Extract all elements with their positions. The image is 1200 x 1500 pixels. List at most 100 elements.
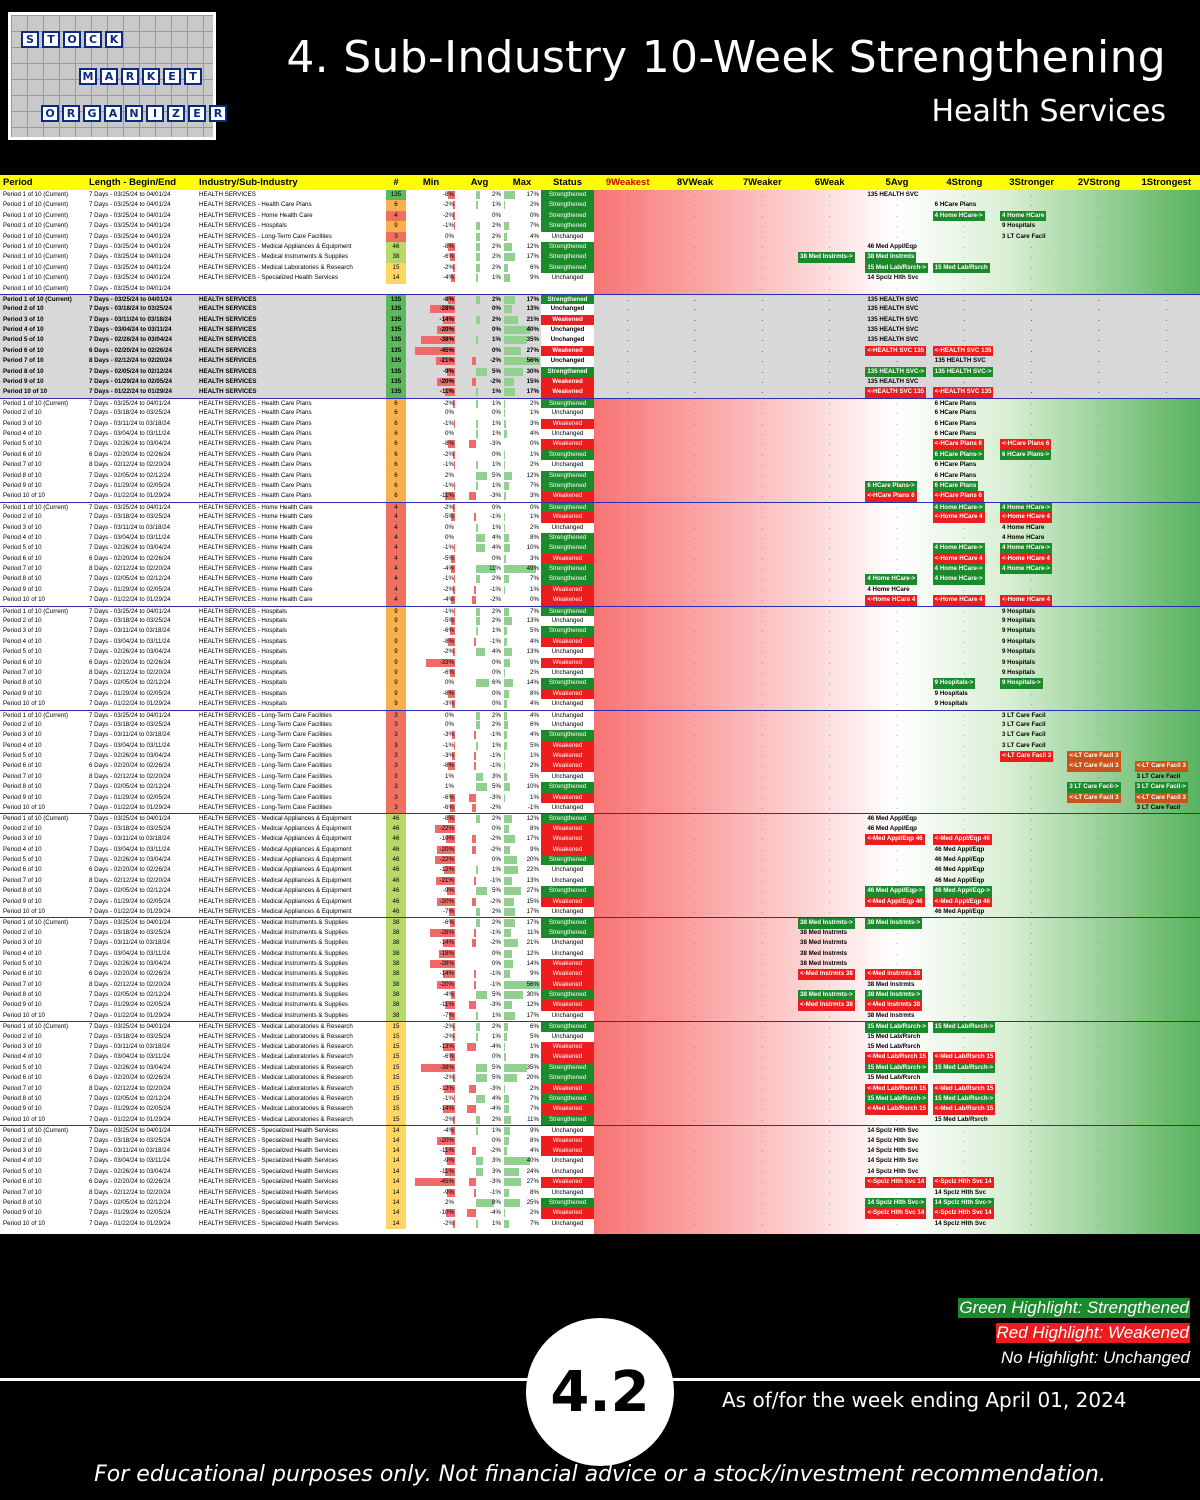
period-cell: Period 6 of 10	[3, 762, 42, 770]
min-cell: -9%	[406, 1187, 456, 1198]
empty-marker: .	[1030, 419, 1033, 427]
max-value: 56%	[526, 357, 539, 365]
avg-bar	[476, 523, 479, 532]
table-row: Period 7 of 10 8 Days - 02/12/24 to 02/20…	[0, 875, 1200, 887]
strength-label: 3 LT Care Facil	[1002, 741, 1046, 749]
min-cell: 0%	[406, 231, 456, 242]
period-cell: Period 9 of 10	[3, 585, 42, 593]
strength-label: <-LT Care Facil 3	[1067, 751, 1121, 762]
avg-cell: 2%	[456, 252, 503, 262]
length-cell: 7 Days - 02/26/24 to 03/04/24	[89, 856, 171, 863]
max-value: 15%	[526, 378, 539, 386]
table-row: Period 1 of 10 (Current) 7 Days - 03/25/2…	[0, 210, 1200, 222]
industry-cell: HEALTH SERVICES - Medical Instruments & …	[199, 1001, 349, 1009]
min-cell: -11%	[406, 1166, 456, 1178]
avg-cell: 1%	[456, 481, 503, 491]
empty-marker: .	[896, 731, 898, 739]
empty-marker: .	[626, 201, 629, 209]
empty-marker: .	[761, 554, 764, 562]
empty-marker: .	[761, 585, 764, 593]
table-row: Period 9 of 10 7 Days - 01/29/24 to 02/05…	[0, 1104, 1200, 1115]
length-cell: 7 Days - 02/05/24 to 02/12/24	[89, 471, 171, 479]
strength-label: 14 Spclz Hlth Svc	[867, 1167, 919, 1175]
min-value: -8%	[442, 815, 454, 823]
industry-cell: HEALTH SERVICES - Specialized Health Ser…	[199, 1167, 339, 1175]
industry-cell	[199, 284, 384, 294]
min-value: -13%	[439, 1043, 454, 1051]
max-value: 49%	[526, 565, 539, 573]
min-value: -33%	[439, 658, 454, 666]
column-header: 6Weak	[814, 177, 845, 188]
min-value: -2%	[442, 1074, 454, 1082]
avg-cell: 1%	[456, 387, 503, 397]
legend-strengthened: Green Highlight: Strengthened	[958, 1298, 1190, 1318]
empty-marker: .	[896, 1219, 898, 1227]
max-value: 15%	[526, 897, 539, 905]
strength-label: 6 HCare Plans	[934, 429, 977, 437]
min-value: -45%	[439, 346, 454, 354]
avg-value: -2%	[489, 596, 501, 604]
table-row: Period 2 of 10 7 Days - 03/18/24 to 03/25…	[0, 616, 1200, 627]
max-bar	[504, 1209, 506, 1218]
strength-label: 46 Med Appl/Eqp->	[865, 886, 925, 897]
empty-marker: .	[1165, 305, 1168, 313]
avg-cell: 0%	[456, 668, 503, 678]
max-bar	[504, 856, 517, 864]
min-cell: -4%	[406, 990, 456, 1001]
min-cell: 2%	[406, 1197, 456, 1209]
min-value: -38%	[439, 336, 454, 344]
min-value: -8%	[442, 762, 454, 770]
empty-marker: .	[963, 752, 966, 760]
avg-bar	[476, 648, 485, 657]
industry-cell: HEALTH SERVICES - Medical Appliances & E…	[199, 866, 352, 874]
empty-marker: .	[694, 242, 696, 250]
period-cell: Period 7 of 10	[3, 668, 42, 676]
empty-marker: .	[1030, 1043, 1033, 1051]
min-cell: -20%	[406, 377, 456, 387]
table-row: Period 9 of 10 7 Days - 01/29/24 to 02/05…	[0, 688, 1200, 700]
avg-cell: 0%	[456, 658, 503, 668]
min-value: -1%	[442, 461, 454, 469]
min-value: -3%	[442, 752, 454, 760]
empty-marker: .	[1098, 1178, 1100, 1186]
empty-marker: .	[896, 544, 898, 552]
avg-value: 0%	[492, 305, 501, 313]
length-cell: 7 Days - 02/26/24 to 03/04/24	[89, 648, 171, 656]
max-value: 14%	[526, 679, 539, 687]
empty-marker: .	[1165, 928, 1168, 936]
empty-marker: .	[626, 741, 629, 749]
empty-marker: .	[1165, 1063, 1168, 1071]
industry-cell: HEALTH SERVICES	[199, 346, 257, 354]
count-cell: 135	[386, 294, 406, 306]
avg-value: 1%	[492, 429, 501, 437]
avg-value: 2%	[492, 263, 501, 271]
avg-value: 1%	[492, 201, 501, 209]
industry-cell: HEALTH SERVICES - Medical Instruments & …	[199, 928, 349, 936]
industry-cell: HEALTH SERVICES	[199, 305, 257, 313]
length-cell: 7 Days - 03/25/24 to 04/01/24	[89, 711, 171, 719]
min-bar	[447, 887, 455, 896]
avg-value: 5%	[492, 991, 501, 999]
empty-marker: .	[1030, 907, 1033, 915]
max-bar	[504, 1136, 510, 1145]
max-value: 8%	[530, 533, 539, 541]
avg-bar	[476, 991, 487, 1000]
logo-letter: E	[163, 68, 181, 85]
min-bar	[430, 305, 455, 314]
status-badge: Strengthened	[541, 543, 594, 554]
avg-cell: -2%	[456, 938, 503, 948]
max-value: 24%	[526, 1167, 539, 1175]
min-cell: 0%	[406, 719, 456, 731]
period-cell: Period 7 of 10	[3, 772, 42, 780]
logo-letter: G	[83, 105, 101, 122]
avg-cell: 11%	[456, 564, 503, 574]
avg-cell: 2%	[456, 190, 503, 200]
max-bar	[504, 1094, 509, 1103]
avg-bar	[476, 367, 487, 376]
min-cell: -11%	[406, 387, 456, 397]
status-badge: Unchanged	[541, 1218, 594, 1230]
count-cell: 46	[386, 906, 406, 918]
max-cell: 4%	[503, 232, 541, 242]
industry-cell: HEALTH SERVICES - Medical Laboratories &…	[199, 1074, 353, 1082]
strength-label: 135 HEALTH SVC->	[932, 366, 994, 378]
